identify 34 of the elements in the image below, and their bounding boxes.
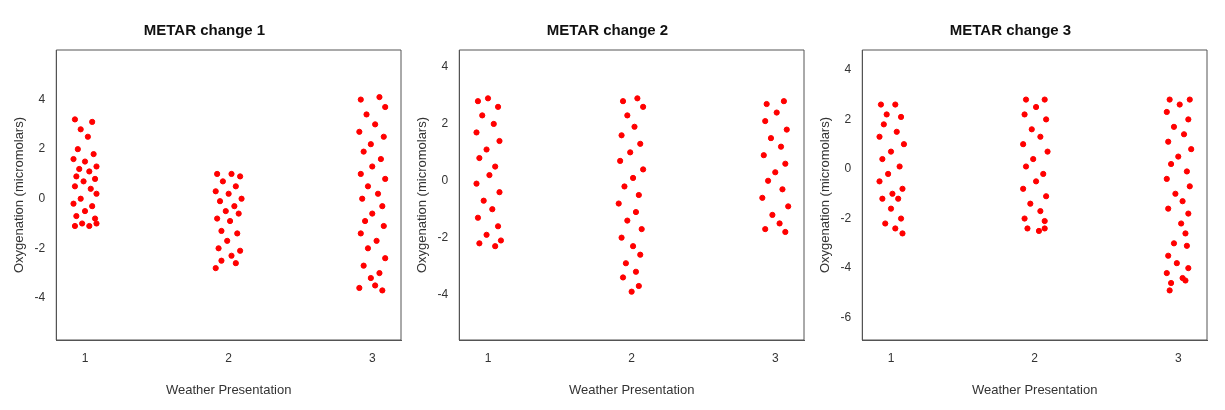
y-tick-label: -4 xyxy=(34,290,46,305)
y-axis-title: Oxygenation (micromolars) xyxy=(817,116,833,274)
y-axis-title: Oxygenation (micromolars) xyxy=(11,116,27,274)
x-tick-label: 1 xyxy=(81,350,89,365)
chart-title: METAR change 1 xyxy=(143,21,266,39)
y-tick-label: -2 xyxy=(840,210,852,225)
y-tick-label: 0 xyxy=(441,173,449,188)
x-tick-label: 2 xyxy=(628,350,636,365)
x-axis-title: Weather Presentation xyxy=(568,381,695,397)
y-tick-label: 4 xyxy=(441,59,449,74)
x-tick-label: 3 xyxy=(1174,350,1182,365)
x-tick-label: 2 xyxy=(1031,350,1039,365)
y-tick-label: -4 xyxy=(437,286,449,301)
y-tick-label: -6 xyxy=(840,310,852,324)
x-tick-label: 1 xyxy=(887,350,895,365)
y-tick-label: -2 xyxy=(34,240,46,255)
y-tick-label: 4 xyxy=(38,91,46,106)
y-tick-label: 2 xyxy=(844,111,852,126)
y-tick-label: 0 xyxy=(38,191,46,206)
chart-title: METAR change 3 xyxy=(949,21,1072,39)
y-tick-label: -4 xyxy=(840,260,852,275)
y-axis-title: Oxygenation (micromolars) xyxy=(414,116,430,274)
x-axis-title: Weather Presentation xyxy=(165,381,292,397)
y-tick-label: 0 xyxy=(844,161,852,176)
y-tick-label: -2 xyxy=(437,229,449,244)
x-axis-title: Weather Presentation xyxy=(971,381,1098,397)
y-tick-label: 2 xyxy=(441,116,449,131)
y-tick-label: 2 xyxy=(38,141,46,156)
y-tick-label: 4 xyxy=(844,62,852,77)
x-tick-label: 3 xyxy=(368,350,376,365)
chart-title: METAR change 2 xyxy=(546,21,669,39)
x-tick-label: 3 xyxy=(771,350,779,365)
x-tick-label: 1 xyxy=(484,350,492,365)
x-tick-label: 2 xyxy=(225,350,233,365)
